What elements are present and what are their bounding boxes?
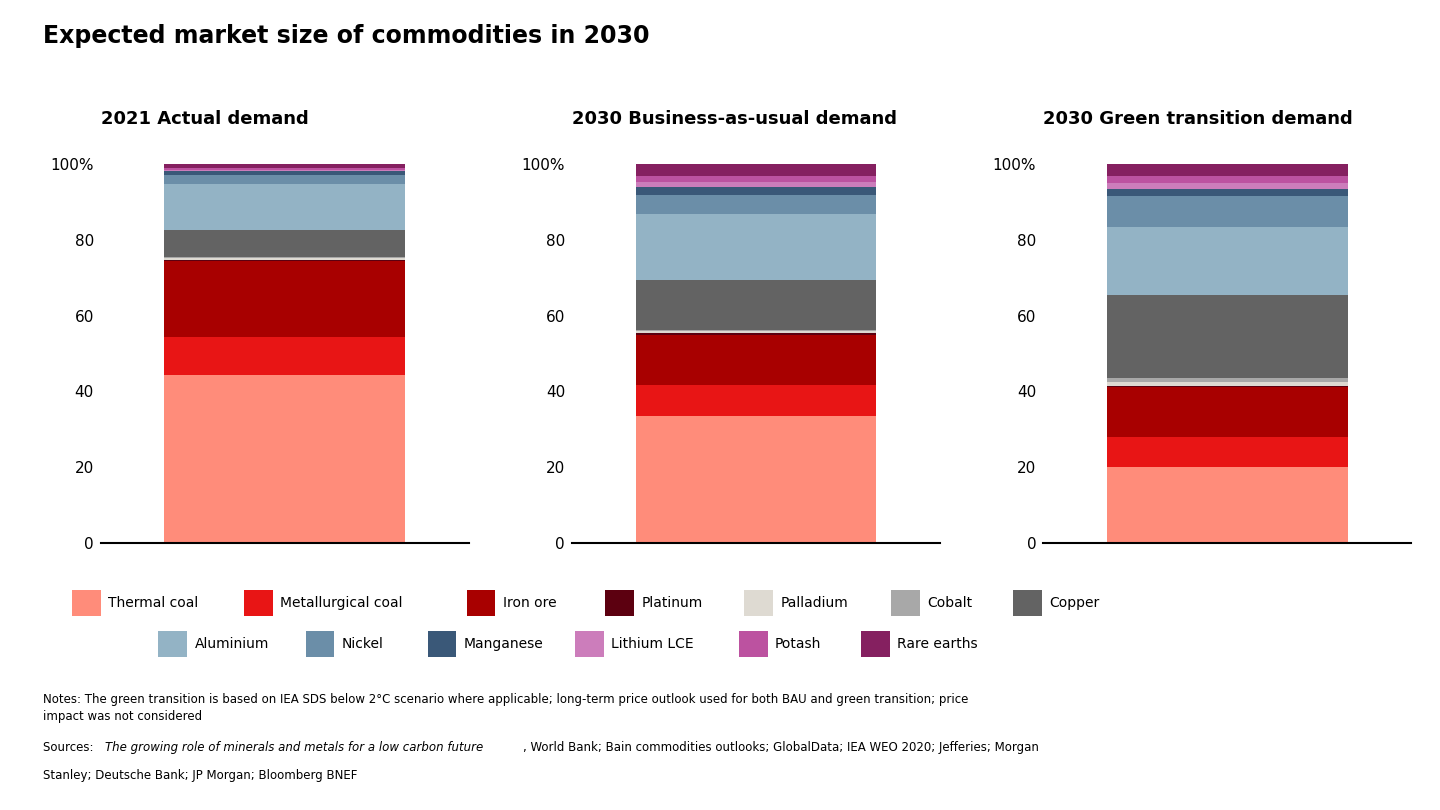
Bar xyxy=(635,333,877,335)
Bar xyxy=(1107,382,1348,386)
Bar xyxy=(635,331,877,333)
Bar xyxy=(164,257,405,258)
Text: Expected market size of commodities in 2030: Expected market size of commodities in 2… xyxy=(43,24,649,49)
Text: Rare earths: Rare earths xyxy=(897,637,978,651)
Text: Iron ore: Iron ore xyxy=(503,596,556,611)
Text: 2030 Business-as-usual demand: 2030 Business-as-usual demand xyxy=(572,110,897,128)
Text: 2030 Green transition demand: 2030 Green transition demand xyxy=(1043,110,1352,128)
Text: Manganese: Manganese xyxy=(464,637,543,651)
Bar xyxy=(635,181,877,187)
Text: Sources:: Sources: xyxy=(43,741,98,754)
Text: Palladium: Palladium xyxy=(780,596,848,611)
Text: Potash: Potash xyxy=(775,637,821,651)
Text: 2021 Actual demand: 2021 Actual demand xyxy=(101,110,308,128)
Text: Aluminium: Aluminium xyxy=(194,637,269,651)
Bar xyxy=(164,261,405,337)
Bar xyxy=(1107,295,1348,378)
Text: Thermal coal: Thermal coal xyxy=(108,596,199,611)
Text: Metallurgical coal: Metallurgical coal xyxy=(281,596,403,611)
Bar xyxy=(635,330,877,331)
Text: Lithium LCE: Lithium LCE xyxy=(611,637,694,651)
Bar xyxy=(164,375,405,543)
Bar xyxy=(635,187,877,195)
Bar xyxy=(164,260,405,261)
Text: Nickel: Nickel xyxy=(341,637,383,651)
Bar xyxy=(635,195,877,215)
Bar xyxy=(635,279,877,330)
Bar xyxy=(1107,196,1348,227)
Bar xyxy=(164,168,405,169)
Bar xyxy=(164,164,405,168)
Bar xyxy=(164,175,405,185)
Bar xyxy=(164,337,405,375)
Text: The growing role of minerals and metals for a low carbon future: The growing role of minerals and metals … xyxy=(105,741,484,754)
Bar xyxy=(635,164,877,176)
Bar xyxy=(1107,378,1348,382)
Text: Stanley; Deutsche Bank; JP Morgan; Bloomberg BNEF: Stanley; Deutsche Bank; JP Morgan; Bloom… xyxy=(43,770,357,782)
Bar xyxy=(635,176,877,181)
Bar xyxy=(1107,164,1348,176)
Bar xyxy=(635,215,877,279)
Bar xyxy=(635,416,877,543)
Bar xyxy=(164,258,405,260)
Bar xyxy=(164,169,405,171)
Bar xyxy=(1107,189,1348,196)
Bar xyxy=(1107,386,1348,387)
Text: Cobalt: Cobalt xyxy=(927,596,972,611)
Bar xyxy=(1107,387,1348,437)
Bar xyxy=(635,385,877,416)
Bar xyxy=(164,185,405,230)
Bar xyxy=(635,335,877,385)
Bar xyxy=(1107,176,1348,183)
Text: Notes: The green transition is based on IEA SDS below 2°C scenario where applica: Notes: The green transition is based on … xyxy=(43,693,969,723)
Bar xyxy=(1107,467,1348,543)
Bar xyxy=(1107,437,1348,467)
Text: , World Bank; Bain commodities outlooks; GlobalData; IEA WEO 2020; Jefferies; Mo: , World Bank; Bain commodities outlooks;… xyxy=(523,741,1038,754)
Bar xyxy=(1107,227,1348,295)
Text: Platinum: Platinum xyxy=(641,596,703,611)
Bar xyxy=(1107,183,1348,189)
Text: Copper: Copper xyxy=(1050,596,1100,611)
Bar xyxy=(164,171,405,175)
Bar xyxy=(164,230,405,257)
